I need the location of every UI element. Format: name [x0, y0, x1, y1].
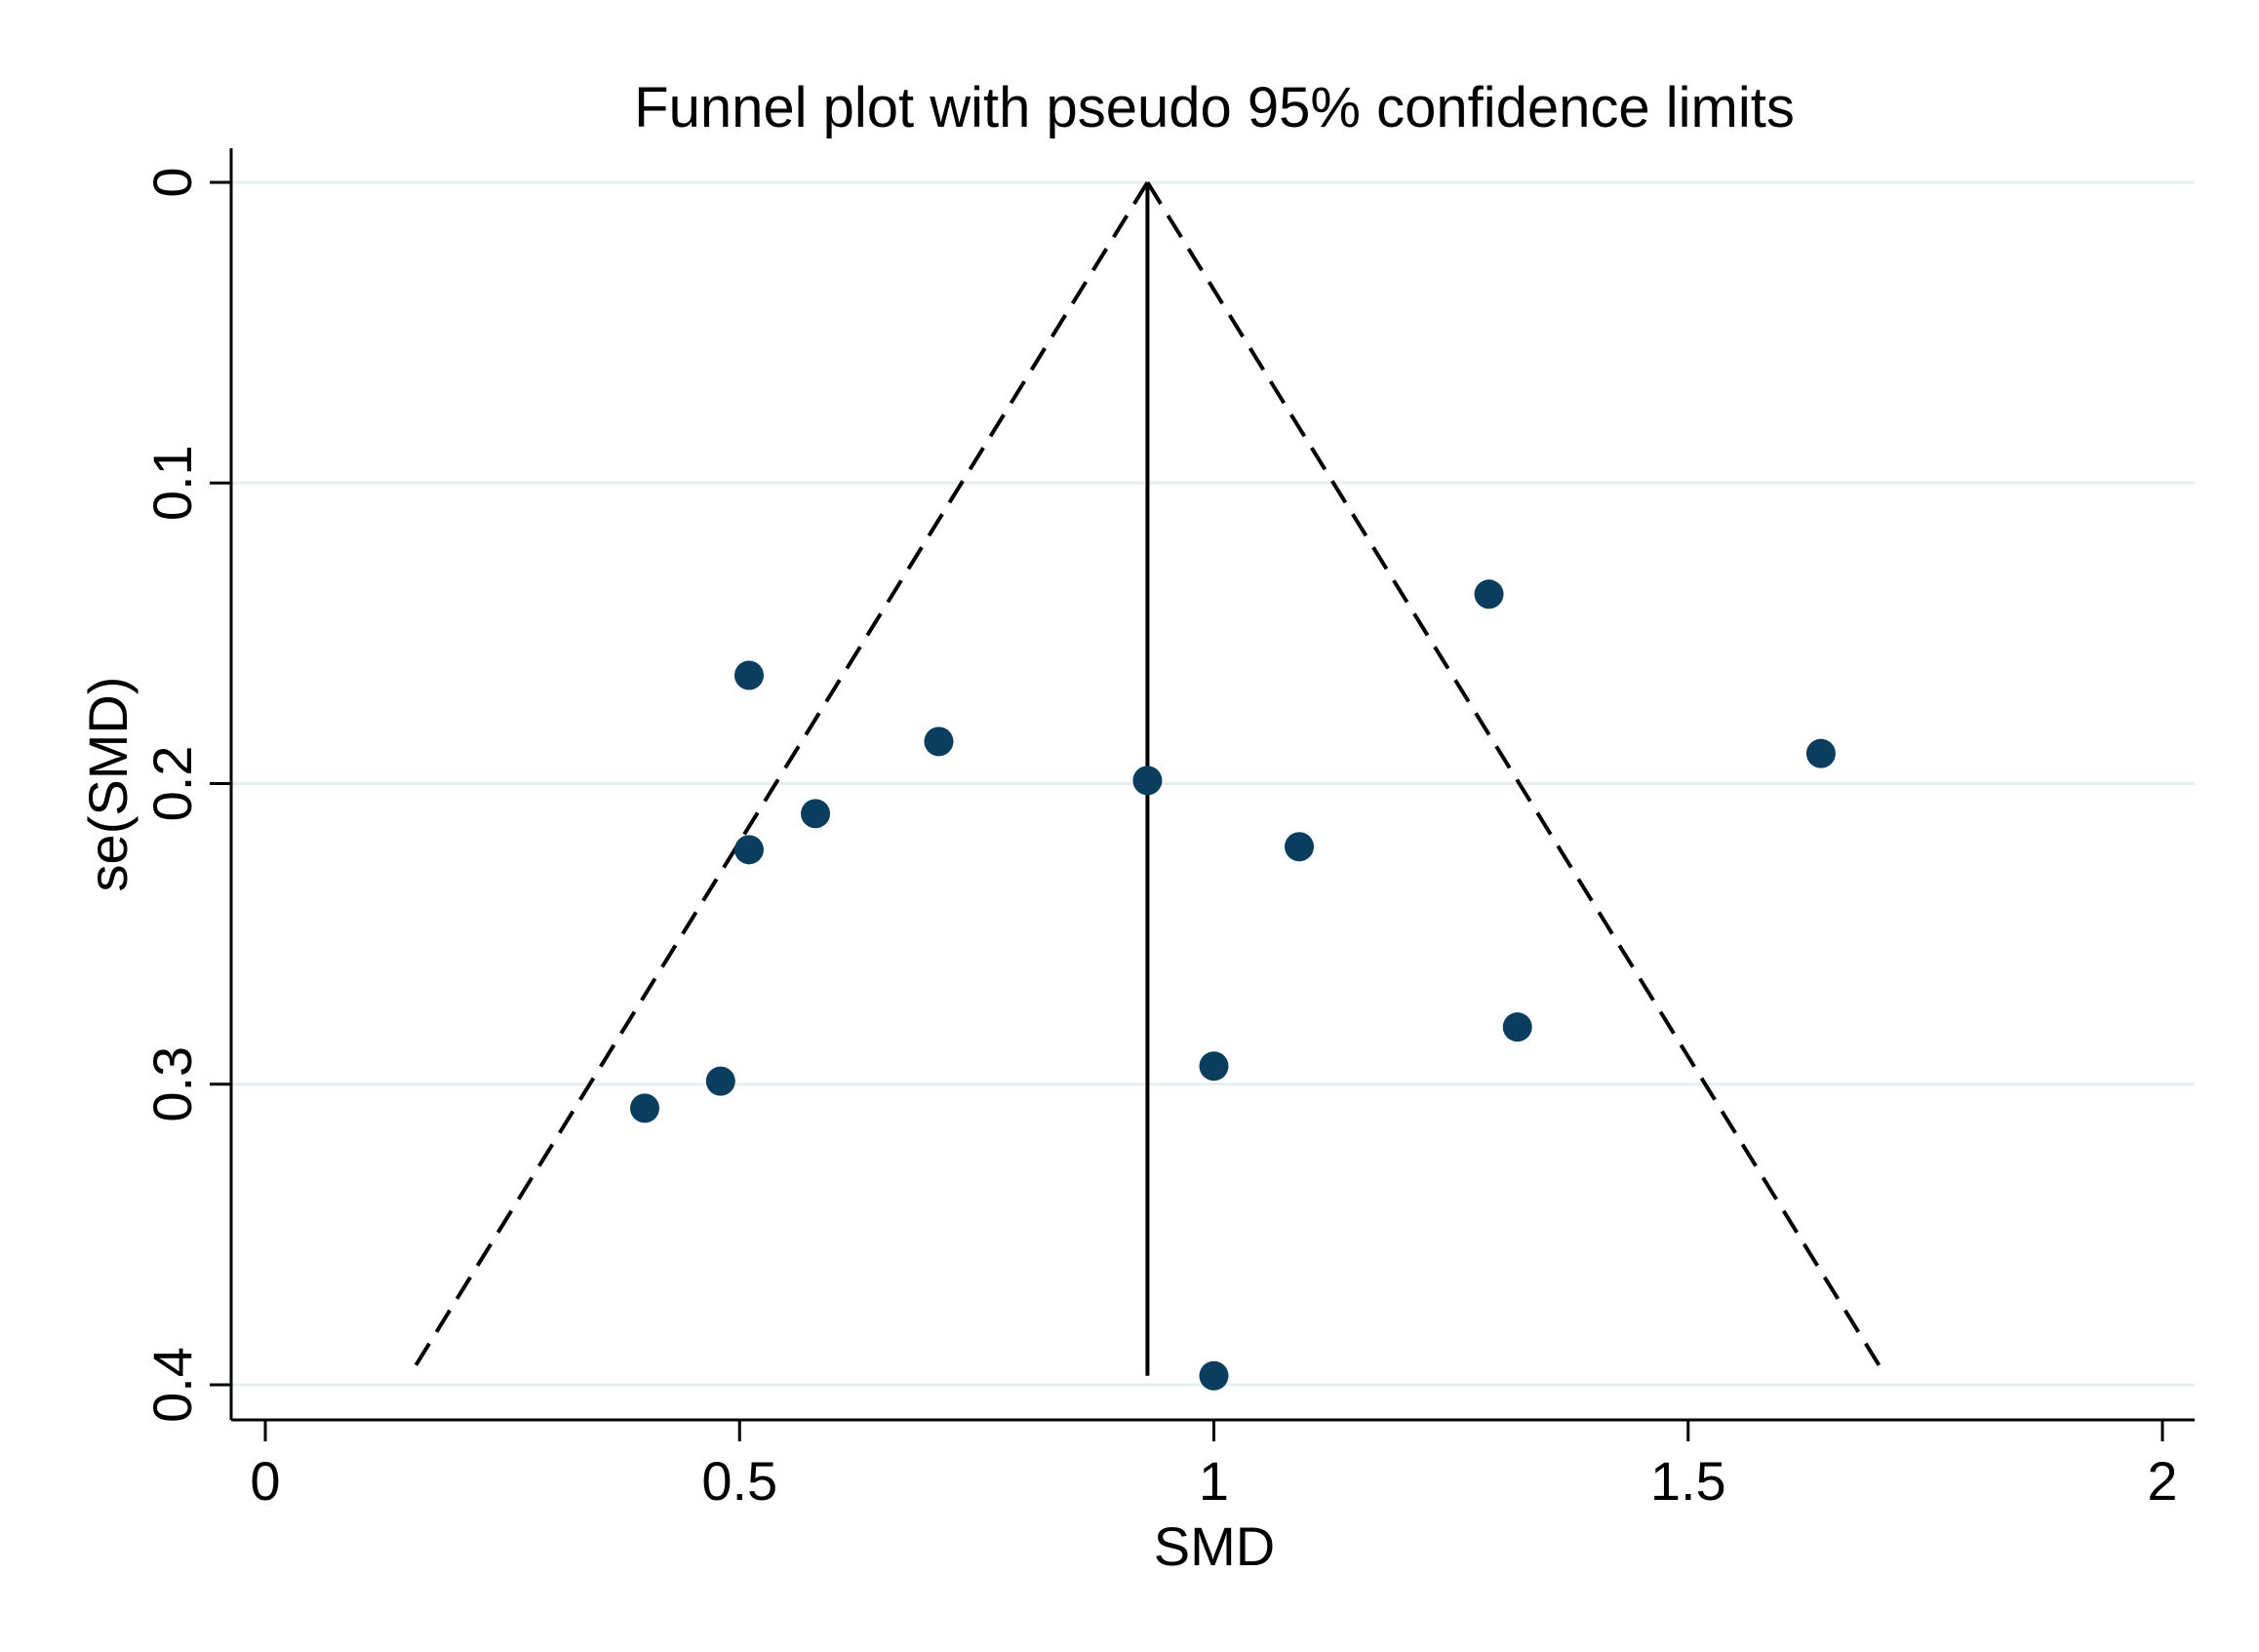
x-tick-label-4: 2: [2147, 1450, 2177, 1512]
x-axis-ticks: 0 0.5 1 1.5 2: [250, 1420, 2178, 1512]
data-point-4: [801, 799, 831, 829]
y-axis-title: se(SMD): [77, 677, 139, 892]
y-tick-label-1: 0.1: [141, 445, 203, 521]
data-point-5: [733, 835, 764, 865]
data-point-12: [630, 1093, 659, 1123]
x-axis-title: SMD: [1154, 1515, 1275, 1577]
chart-title: Funnel plot with pseudo 95% confidence l…: [634, 76, 1795, 139]
data-point-9: [1502, 1012, 1532, 1042]
y-tick-label-2: 0.2: [141, 746, 203, 822]
data-point-1: [733, 660, 764, 690]
x-tick-label-3: 1.5: [1650, 1450, 1726, 1512]
y-axis-ticks: 0 0.1 0.2 0.3 0.4: [141, 167, 231, 1423]
x-tick-label-2: 1: [1199, 1450, 1229, 1512]
data-point-13: [1199, 1360, 1229, 1391]
x-tick-label-1: 0.5: [701, 1450, 777, 1512]
y-tick-label-3: 0.3: [141, 1046, 203, 1122]
x-tick-label-0: 0: [250, 1450, 280, 1512]
data-point-3: [1132, 766, 1163, 796]
data-point-6: [1285, 832, 1315, 862]
data-points: [630, 579, 1836, 1391]
data-point-7: [1474, 579, 1504, 610]
y-tick-label-0: 0: [141, 167, 203, 197]
data-point-10: [1199, 1051, 1229, 1082]
data-point-11: [705, 1066, 735, 1096]
y-tick-label-4: 0.4: [141, 1347, 203, 1423]
data-point-2: [924, 727, 954, 757]
data-point-8: [1805, 738, 1836, 768]
